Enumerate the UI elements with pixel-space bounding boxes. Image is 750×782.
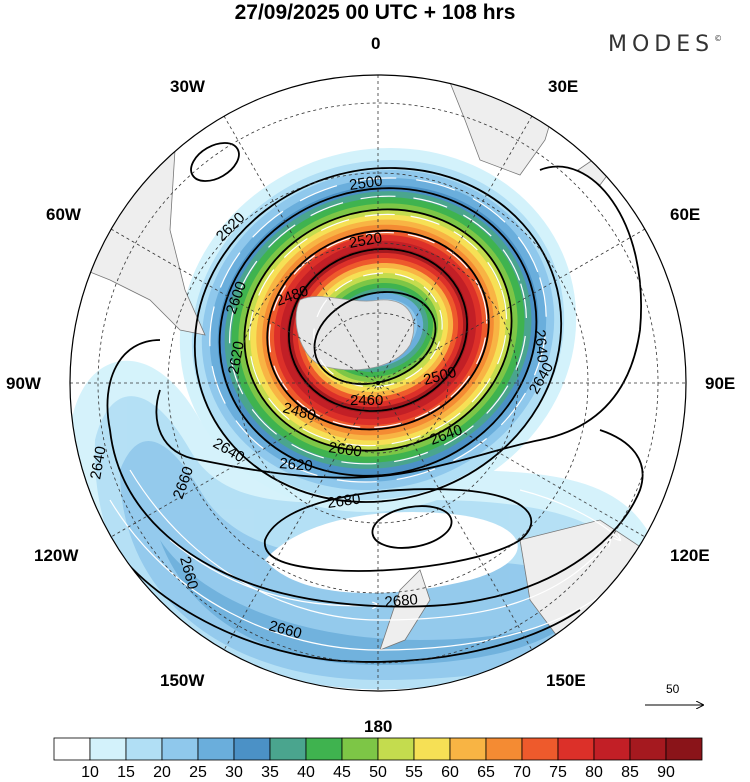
colorbar-label: 20 [153, 764, 171, 781]
colorbar-swatch [305, 737, 343, 761]
copyright-mark: © [714, 34, 723, 43]
lon-label-90e: 90E [705, 374, 736, 393]
modes-logo: MODES© [608, 32, 723, 57]
contour-label: 2620 [279, 455, 314, 475]
colorbar-label: 80 [585, 764, 603, 781]
colorbar-swatch [593, 737, 631, 761]
contour-label: 2640 [87, 445, 110, 481]
colorbar-swatch [485, 737, 523, 761]
antarctica [295, 296, 414, 371]
lon-label-150e: 150E [546, 671, 586, 690]
map-title: 27/09/2025 00 UTC + 108 hrs [234, 1, 516, 24]
lon-label-150w: 150W [160, 671, 205, 690]
colorbar-swatch [521, 737, 559, 761]
contour-label: 2500 [348, 172, 383, 193]
polar-map: 2500 2520 2620 2480 2600 2620 2640 2460 … [69, 74, 750, 735]
colorbar-label: 70 [513, 764, 531, 781]
colorbar-label: 65 [477, 764, 495, 781]
colorbar-label: 75 [549, 764, 567, 781]
lon-label-30w: 30W [170, 77, 205, 96]
lon-label-180: 180 [364, 717, 393, 736]
colorbar-swatch [341, 737, 379, 761]
lon-label-60w: 60W [46, 205, 81, 224]
colorbar-swatch [53, 737, 91, 761]
colorbar-swatch [377, 737, 415, 761]
colorbar-swatch [449, 737, 487, 761]
colorbar-label: 90 [657, 764, 675, 781]
map-disc-content: 2500 2520 2620 2480 2600 2620 2640 2460 … [70, 75, 686, 691]
map-boundary [69, 74, 687, 692]
colorbar-label: 30 [225, 764, 243, 781]
colorbar-swatch [413, 737, 451, 761]
lon-label-30e: 30E [548, 77, 579, 96]
colorbar-label: 50 [369, 764, 387, 781]
contour-label: 2520 [348, 229, 384, 252]
south-pole-marker [376, 381, 380, 385]
lon-label-120w: 120W [34, 546, 79, 565]
new-zealand [379, 569, 431, 651]
height-contours [94, 142, 644, 663]
contour-label: 2680 [326, 490, 361, 511]
colorbar-swatch [161, 737, 199, 761]
contour-label: 2680 [384, 591, 419, 611]
colorbar-label: 15 [117, 764, 135, 781]
colorbar-swatch [197, 737, 235, 761]
contour-label: 2460 [350, 392, 383, 409]
contour-label: 2620 [225, 340, 248, 376]
colorbar-label: 40 [297, 764, 315, 781]
colorbar-swatch [557, 737, 595, 761]
vector-reference-label: 50 [666, 682, 680, 696]
contour-label: 2600 [327, 439, 362, 460]
lon-label-90w: 90W [6, 374, 41, 393]
colorbar [53, 737, 703, 761]
colorbar-label: 45 [333, 764, 351, 781]
lon-label-60e: 60E [670, 205, 701, 224]
colorbar-label: 60 [441, 764, 459, 781]
colorbar-label: 85 [621, 764, 639, 781]
colorbar-label: 55 [405, 764, 423, 781]
colorbar-swatch [233, 737, 271, 761]
lon-label-0: 0 [371, 34, 381, 53]
colorbar-swatch [629, 737, 667, 761]
colorbar-label: 25 [189, 764, 207, 781]
colorbar-swatch [89, 737, 127, 761]
colorbar-label: 35 [261, 764, 279, 781]
contour-label: 2640 [531, 329, 551, 364]
lon-label-120e: 120E [670, 546, 710, 565]
wind-shading-outer [70, 360, 659, 691]
colorbar-swatch [665, 737, 703, 761]
colorbar-swatch [269, 737, 307, 761]
colorbar-label: 10 [81, 764, 99, 781]
colorbar-swatch [125, 737, 163, 761]
